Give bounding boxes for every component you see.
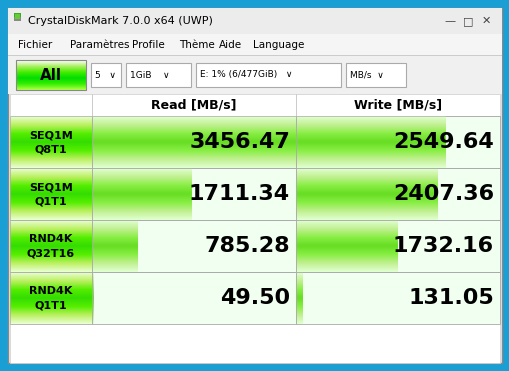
- Text: 785.28: 785.28: [204, 236, 290, 256]
- Bar: [92, 272, 295, 324]
- Bar: [92, 116, 295, 168]
- Text: SEQ1M
Q8T1: SEQ1M Q8T1: [29, 130, 73, 154]
- Text: 2407.36: 2407.36: [392, 184, 493, 204]
- Bar: [92, 220, 295, 272]
- Bar: [92, 168, 295, 220]
- Text: Paramètres: Paramètres: [70, 40, 129, 50]
- Bar: [15, 14, 20, 19]
- Bar: [295, 220, 499, 272]
- Bar: [8, 55, 501, 56]
- Text: RND4K
Q1T1: RND4K Q1T1: [29, 286, 73, 310]
- Bar: [8, 56, 501, 94]
- Bar: [126, 63, 191, 87]
- Text: 1732.16: 1732.16: [392, 236, 493, 256]
- Text: E: 1% (6/477GiB)   ∨: E: 1% (6/477GiB) ∨: [200, 70, 292, 79]
- Bar: [295, 272, 499, 324]
- Text: MB/s  ∨: MB/s ∨: [349, 70, 383, 79]
- Text: RND4K
Q32T16: RND4K Q32T16: [27, 234, 75, 258]
- Bar: [295, 94, 296, 116]
- Text: ✕: ✕: [480, 16, 490, 26]
- Bar: [92, 220, 295, 272]
- Text: CrystalDiskMark 7.0.0 x64 (UWP): CrystalDiskMark 7.0.0 x64 (UWP): [28, 16, 212, 26]
- Text: 3456.47: 3456.47: [189, 132, 290, 152]
- Text: Aide: Aide: [218, 40, 242, 50]
- Text: —: —: [443, 16, 455, 26]
- Bar: [295, 116, 499, 168]
- Bar: [10, 168, 92, 220]
- Bar: [8, 8, 501, 34]
- Bar: [92, 272, 295, 324]
- Text: Fichier: Fichier: [18, 40, 52, 50]
- Text: 49.50: 49.50: [219, 288, 290, 308]
- Bar: [14, 17, 21, 21]
- Bar: [10, 272, 92, 324]
- Bar: [91, 63, 121, 87]
- Text: 131.05: 131.05: [407, 288, 493, 308]
- Bar: [195, 63, 341, 87]
- Bar: [295, 168, 499, 220]
- Bar: [10, 220, 92, 272]
- Text: SEQ1M
Q1T1: SEQ1M Q1T1: [29, 182, 73, 206]
- Text: Write [MB/s]: Write [MB/s]: [353, 98, 441, 112]
- Text: 5   ∨: 5 ∨: [95, 70, 116, 79]
- Bar: [10, 94, 499, 116]
- Bar: [295, 220, 499, 272]
- Text: 1GiB    ∨: 1GiB ∨: [130, 70, 169, 79]
- Bar: [16, 60, 86, 90]
- Bar: [92, 168, 295, 220]
- Text: □: □: [462, 16, 472, 26]
- Text: 1711.34: 1711.34: [188, 184, 290, 204]
- Bar: [295, 272, 499, 324]
- Bar: [10, 116, 92, 168]
- Bar: [8, 34, 501, 56]
- Text: Profile: Profile: [132, 40, 164, 50]
- Bar: [295, 116, 499, 168]
- Bar: [10, 324, 499, 363]
- Text: Thème: Thème: [179, 40, 214, 50]
- Bar: [92, 116, 295, 168]
- Bar: [295, 168, 499, 220]
- Text: All: All: [40, 68, 62, 82]
- Text: 2549.64: 2549.64: [392, 132, 493, 152]
- Bar: [345, 63, 405, 87]
- Text: Read [MB/s]: Read [MB/s]: [151, 98, 236, 112]
- Bar: [92, 94, 93, 116]
- Bar: [14, 13, 21, 17]
- Text: Language: Language: [252, 40, 304, 50]
